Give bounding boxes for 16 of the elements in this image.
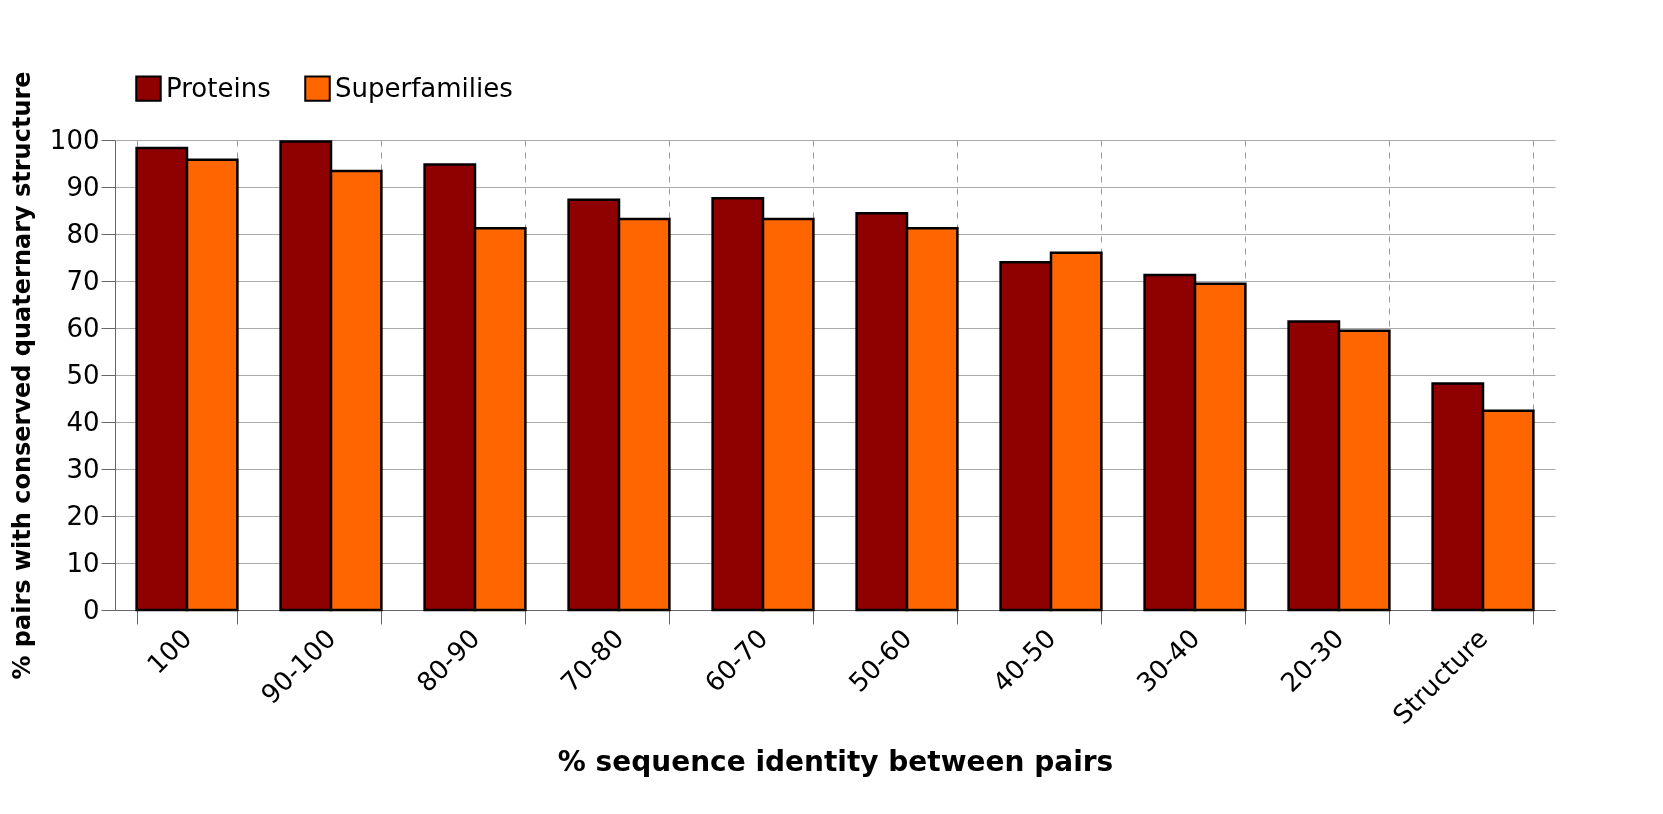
y-tick-label: 40 xyxy=(66,406,100,437)
y-tick-label: 20 xyxy=(66,500,100,531)
y-tick-label: 0 xyxy=(82,594,100,625)
y-tick-label: 10 xyxy=(66,547,100,578)
y-axis-title: % pairs with conserved quaternary structure xyxy=(7,71,36,680)
y-tick-label: 60 xyxy=(66,312,100,343)
y-tick-label: 50 xyxy=(66,359,100,390)
y-tick-label: 80 xyxy=(66,218,100,249)
x-tick-label: 100 xyxy=(141,623,198,680)
y-tick-label: 30 xyxy=(66,453,100,484)
y-tick-label: 90 xyxy=(66,171,100,202)
legend-label: Proteins xyxy=(166,72,271,103)
y-tick-label: 70 xyxy=(66,265,100,296)
legend-label: Superfamilies xyxy=(335,72,513,103)
x-axis-title: % sequence identity between pairs xyxy=(557,745,1114,779)
y-tick-label: 100 xyxy=(49,124,100,155)
